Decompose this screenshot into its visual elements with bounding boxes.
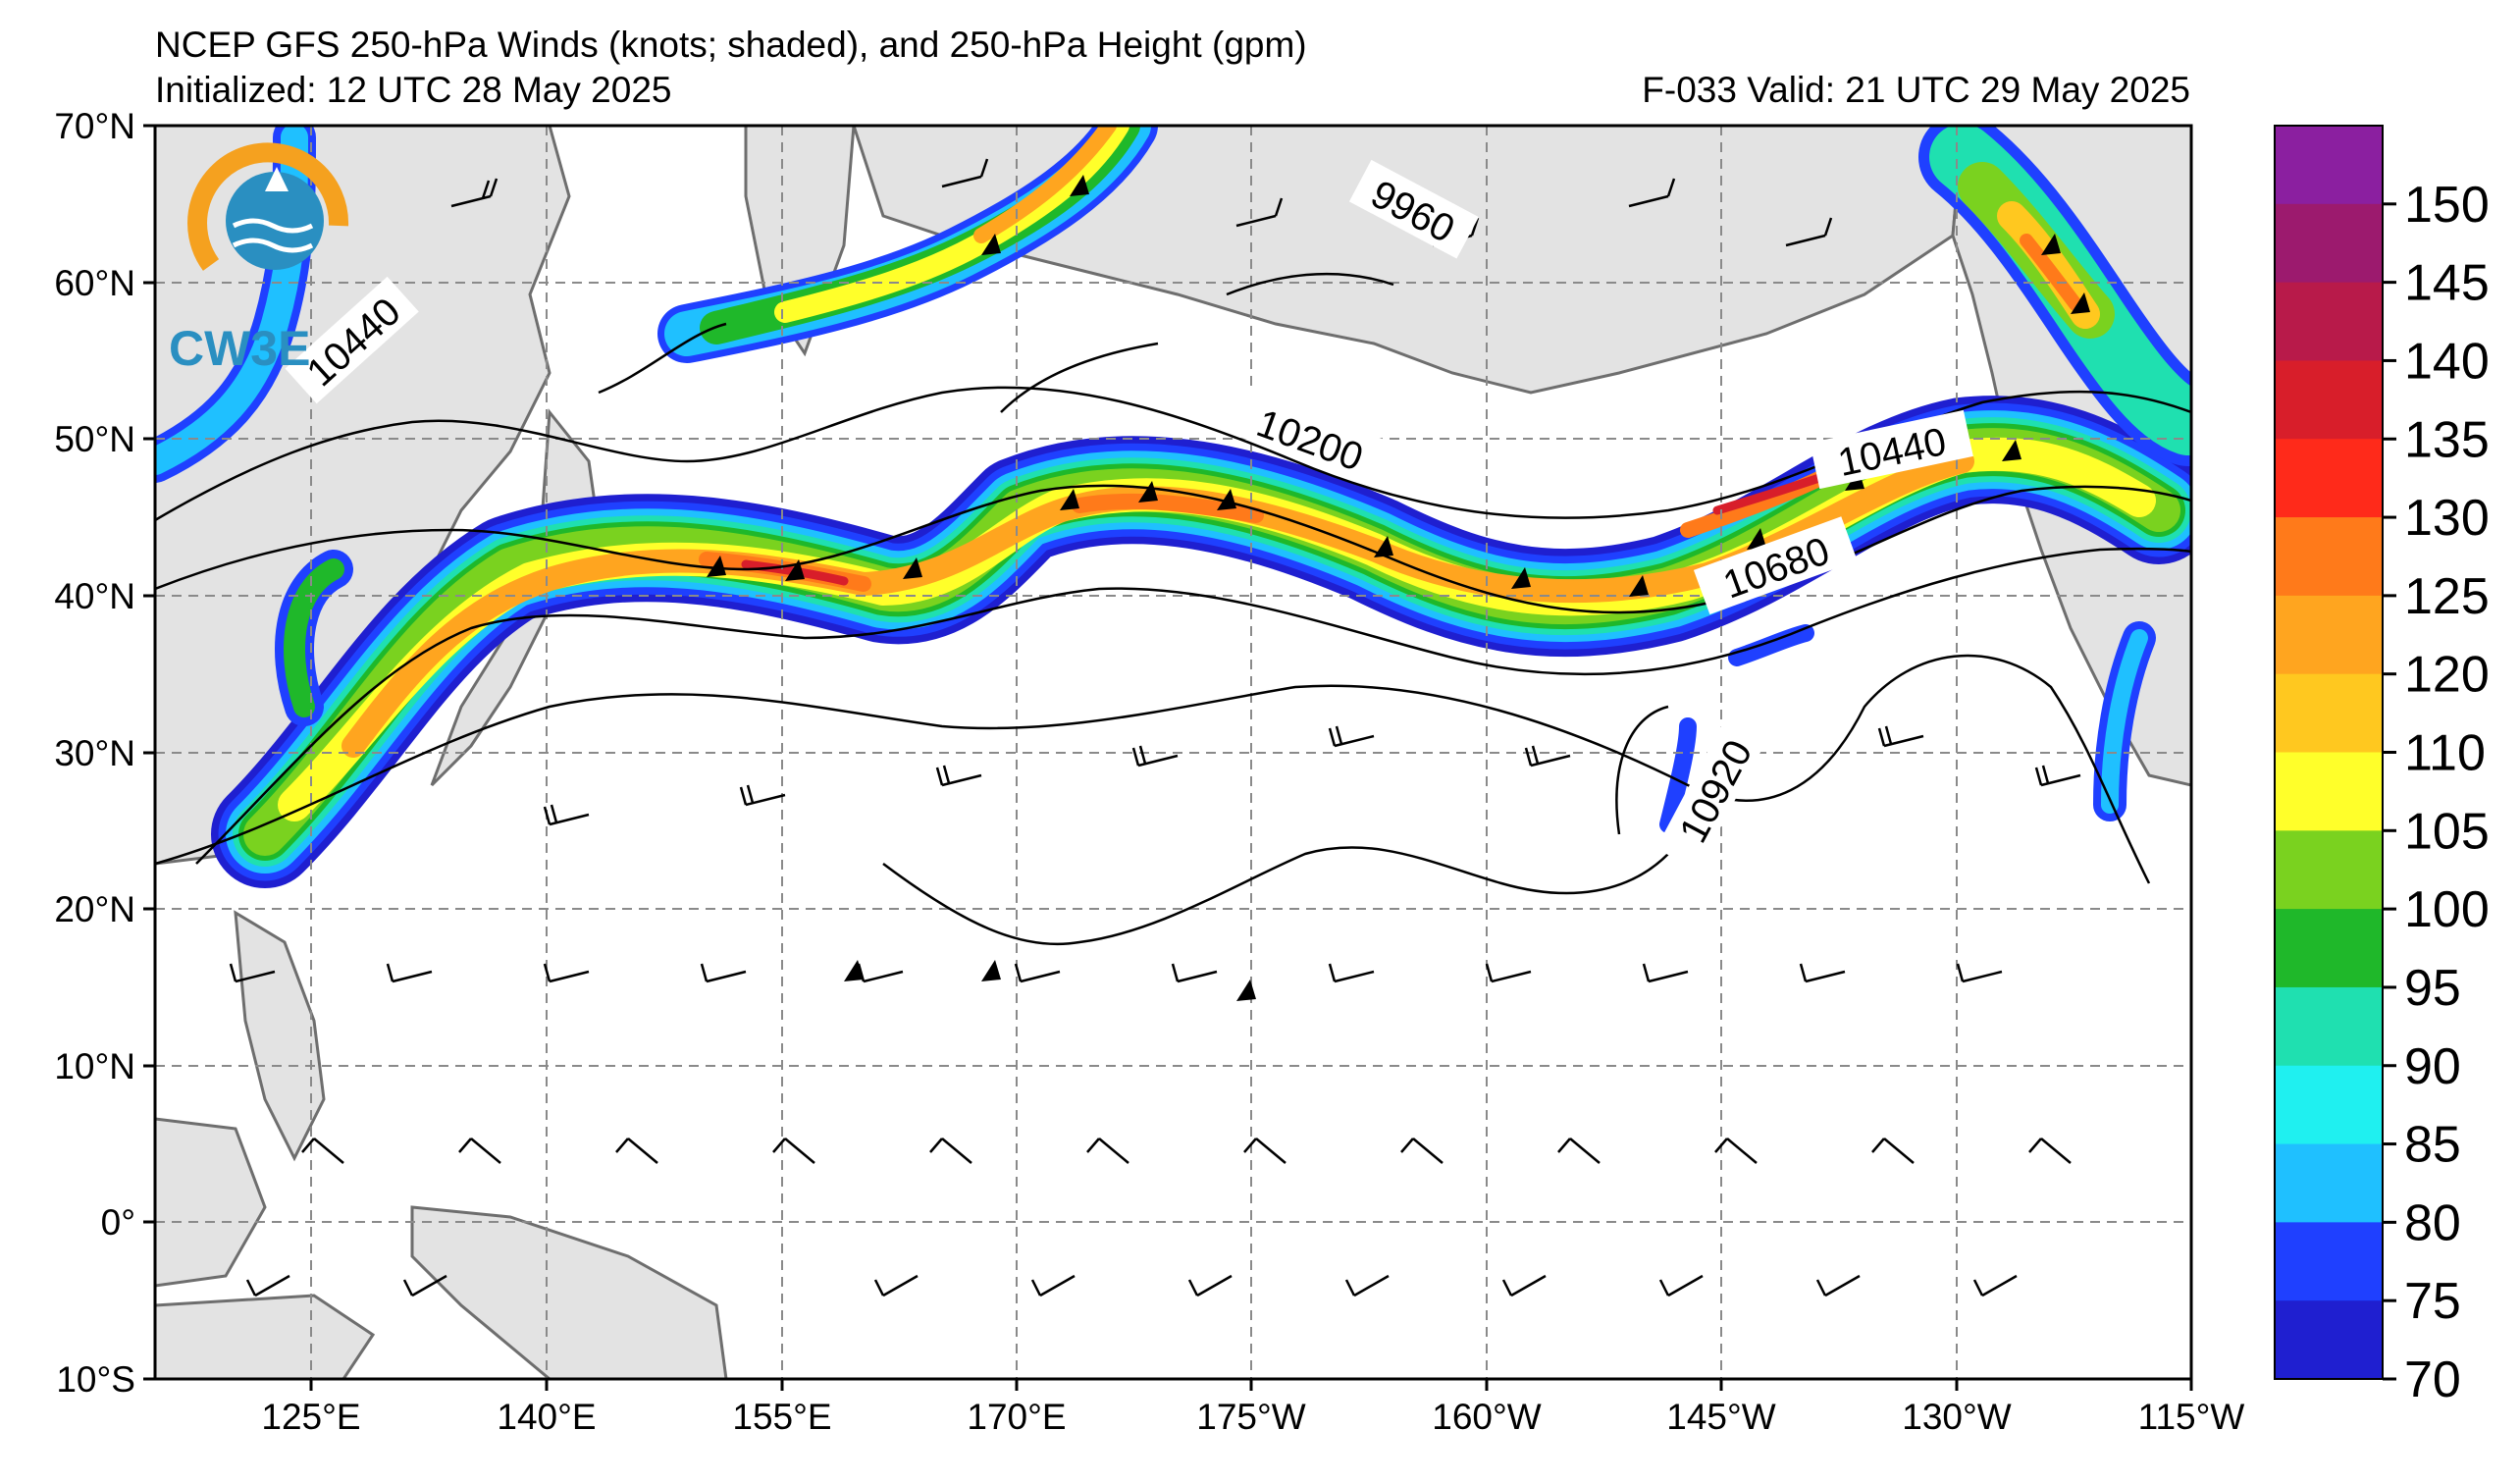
colorbar-swatch — [2275, 439, 2383, 518]
colorbar-label: 110 — [2404, 725, 2486, 782]
colorbar-label: 100 — [2404, 881, 2490, 938]
lat-label-0: 0° — [101, 1202, 135, 1243]
colorbar-label: 150 — [2404, 177, 2490, 234]
wind-shading — [155, 126, 2191, 888]
colorbar-swatch — [2275, 360, 2383, 440]
lat-label-70n: 70°N — [54, 106, 135, 146]
japan-sea-jet — [275, 550, 353, 726]
lon-label-115w: 115°W — [2138, 1397, 2245, 1437]
colorbar-swatch — [2275, 282, 2383, 361]
colorbar-label: 85 — [2404, 1117, 2461, 1174]
land-philippines — [234, 910, 326, 1162]
gridlines — [155, 126, 2191, 1379]
lat-label-40n: 40°N — [54, 576, 135, 616]
lat-label-50n: 50°N — [54, 419, 135, 459]
land-new-guinea — [410, 1205, 728, 1379]
colorbar-swatch — [2275, 126, 2383, 205]
wind-speed-colorbar — [2274, 125, 2384, 1380]
lat-label-20n: 20°N — [54, 889, 135, 929]
land-borneo — [155, 1117, 267, 1288]
colorbar-swatch — [2275, 909, 2383, 988]
cw3e-logo: CW3E — [169, 142, 349, 376]
colorbar-label: 145 — [2404, 255, 2490, 312]
lat-label-30n: 30°N — [54, 733, 135, 773]
colorbar-swatch — [2275, 517, 2383, 597]
colorbar-label: 125 — [2404, 568, 2490, 625]
colorbar-swatch — [2275, 1222, 2383, 1301]
colorbar-swatch — [2275, 1065, 2383, 1145]
colorbar-label: 135 — [2404, 411, 2490, 468]
lon-label-160w: 160°W — [1432, 1397, 1542, 1437]
lon-label-125e: 125°E — [261, 1397, 360, 1437]
colorbar-label: 105 — [2404, 803, 2490, 860]
valid-time: F-033 Valid: 21 UTC 29 May 2025 — [1642, 70, 2190, 110]
initialized-time: Initialized: 12 UTC 28 May 2025 — [155, 70, 672, 110]
main-jet — [211, 396, 2191, 888]
wind-barbs — [229, 158, 2081, 1298]
lon-label-140e: 140°E — [497, 1397, 596, 1437]
colorbar-label: 140 — [2404, 333, 2490, 390]
longitude-axis — [309, 1379, 2193, 1391]
logo-text: CW3E — [169, 321, 310, 376]
longitude-labels: 125°E 140°E 155°E 170°E 175°W 160°W 145°… — [261, 1397, 2244, 1437]
colorbar-swatch — [2275, 673, 2383, 753]
colorbar-label: 90 — [2404, 1038, 2461, 1095]
southeast-jet — [1659, 621, 2156, 833]
lon-label-155e: 155°E — [732, 1397, 831, 1437]
latitude-axis — [143, 124, 155, 1381]
lon-label-145w: 145°W — [1666, 1397, 1776, 1437]
lon-label-175w: 175°W — [1196, 1397, 1306, 1437]
colorbar-label: 70 — [2404, 1351, 2461, 1408]
colorbar-swatch — [2275, 595, 2383, 675]
colorbar-label: 75 — [2404, 1273, 2461, 1330]
colorbar-label: 120 — [2404, 647, 2490, 704]
colorbar-swatch — [2275, 830, 2383, 910]
colorbar-label: 130 — [2404, 490, 2490, 547]
lon-label-170e: 170°E — [967, 1397, 1066, 1437]
lon-label-130w: 130°W — [1902, 1397, 2012, 1437]
colorbar-swatch — [2275, 1300, 2383, 1380]
lat-label-10s: 10°S — [56, 1359, 135, 1400]
colorbar-swatch — [2275, 752, 2383, 831]
land-indonesia — [155, 1294, 376, 1379]
contour-labels: 9960 10440 10200 10440 10680 10920 — [285, 159, 1973, 871]
latitude-labels: 70°N 60°N 50°N 40°N 30°N 20°N 10°N 0° 10… — [54, 106, 135, 1400]
lat-label-60n: 60°N — [54, 263, 135, 303]
bering-jet — [657, 126, 1158, 363]
chart-title: NCEP GFS 250-hPa Winds (knots; shaded), … — [155, 25, 1307, 65]
colorbar-label: 95 — [2404, 960, 2461, 1017]
colorbar-label: 80 — [2404, 1194, 2461, 1251]
colorbar-swatch — [2275, 1143, 2383, 1223]
colorbar-swatch — [2275, 203, 2383, 284]
colorbar-labels: 150 145 140 135 130 125 120 110 105 100 95 90 85 80 75… — [2383, 177, 2490, 1408]
lat-label-10n: 10°N — [54, 1046, 135, 1086]
colorbar-swatch — [2275, 986, 2383, 1067]
